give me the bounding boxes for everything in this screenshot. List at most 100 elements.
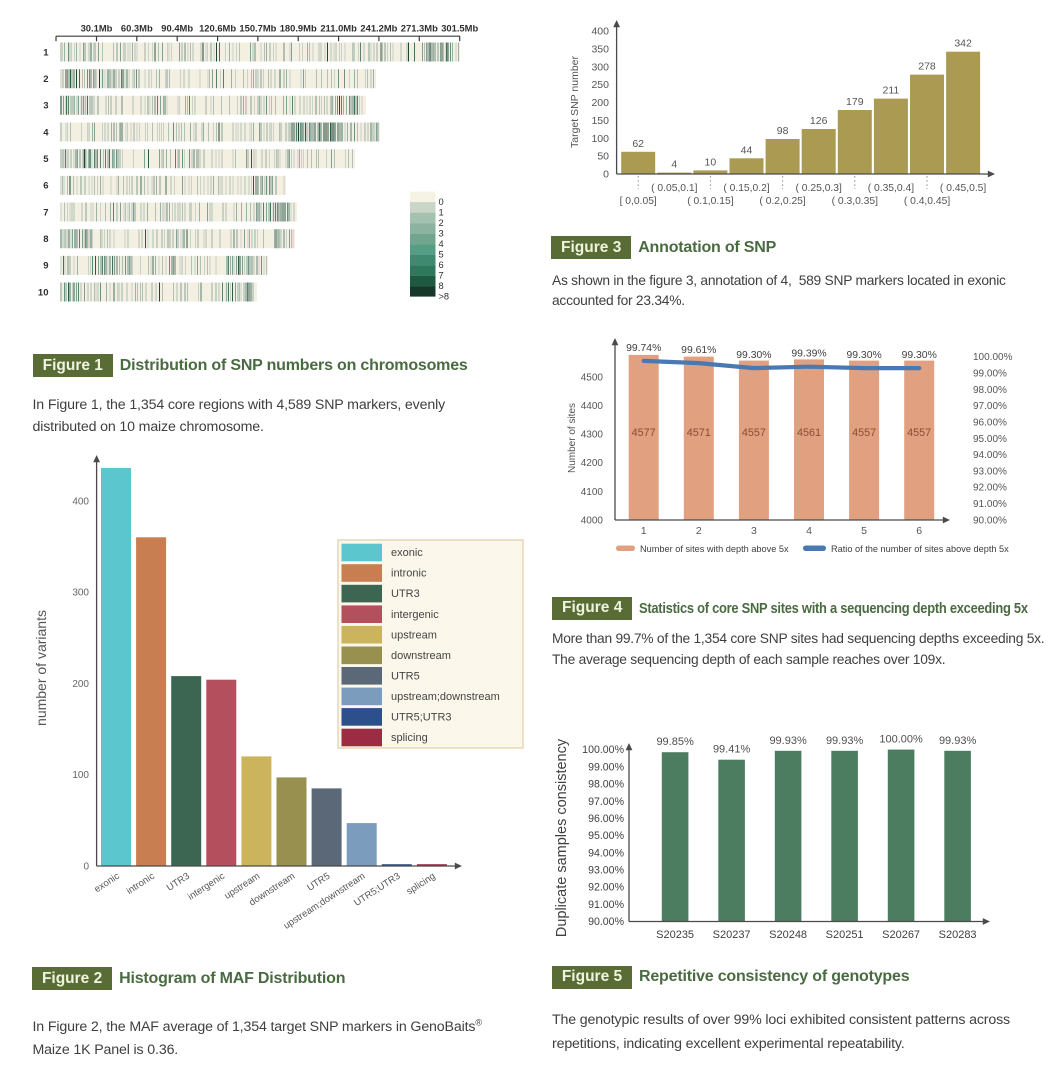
- svg-text:2: 2: [43, 74, 48, 85]
- svg-text:99.93%: 99.93%: [939, 735, 977, 747]
- svg-text:5: 5: [439, 250, 444, 260]
- svg-text:6: 6: [916, 525, 922, 537]
- svg-text:98: 98: [777, 125, 789, 137]
- svg-text:99.93%: 99.93%: [826, 735, 864, 747]
- svg-text:95.00%: 95.00%: [588, 830, 625, 842]
- svg-text:S20235: S20235: [656, 929, 694, 941]
- svg-text:120.6Mb: 120.6Mb: [199, 23, 236, 34]
- svg-text:3: 3: [751, 525, 757, 537]
- svg-text:91.00%: 91.00%: [588, 899, 625, 911]
- svg-text:300: 300: [72, 588, 89, 599]
- svg-text:94.00%: 94.00%: [973, 450, 1007, 461]
- svg-text:Number of sites with depth abo: Number of sites with depth above 5x: [640, 544, 789, 554]
- svg-text:99.00%: 99.00%: [973, 368, 1007, 379]
- svg-text:342: 342: [954, 38, 972, 50]
- svg-text:4557: 4557: [907, 427, 931, 439]
- svg-text:10: 10: [705, 156, 717, 168]
- svg-text:300: 300: [591, 61, 609, 73]
- svg-text:1: 1: [439, 208, 444, 218]
- svg-text:[ 0,0.05]: [ 0,0.05]: [620, 196, 657, 207]
- svg-text:99.30%: 99.30%: [902, 350, 937, 361]
- svg-text:271.3Mb: 271.3Mb: [401, 23, 438, 34]
- svg-text:4500: 4500: [581, 372, 604, 383]
- svg-text:2: 2: [439, 218, 444, 228]
- svg-text:400: 400: [591, 26, 609, 38]
- svg-text:intergenic: intergenic: [186, 871, 227, 903]
- svg-text:downstream: downstream: [391, 650, 451, 662]
- svg-text:Duplicate samples consistency: Duplicate samples consistency: [554, 738, 570, 937]
- svg-text:150.7Mb: 150.7Mb: [239, 23, 276, 34]
- svg-text:44: 44: [741, 144, 753, 156]
- svg-text:8: 8: [43, 234, 48, 245]
- svg-text:180.9Mb: 180.9Mb: [280, 23, 317, 34]
- svg-text:100.00%: 100.00%: [879, 734, 923, 746]
- svg-text:99.85%: 99.85%: [656, 736, 694, 748]
- svg-text:exonic: exonic: [391, 547, 423, 559]
- svg-text:7: 7: [43, 207, 48, 218]
- svg-text:3: 3: [439, 229, 444, 239]
- svg-text:( 0.05,0.1]: ( 0.05,0.1]: [651, 183, 698, 194]
- svg-text:100: 100: [591, 133, 609, 145]
- svg-text:intronic: intronic: [125, 871, 157, 897]
- svg-text:( 0.3,0.35]: ( 0.3,0.35]: [832, 196, 879, 207]
- svg-text:4: 4: [806, 525, 812, 537]
- svg-text:95.00%: 95.00%: [973, 434, 1007, 445]
- svg-text:UTR5: UTR5: [391, 670, 420, 682]
- svg-text:splicing: splicing: [405, 871, 438, 898]
- svg-text:4571: 4571: [687, 427, 711, 439]
- svg-text:UTR3: UTR3: [165, 871, 192, 894]
- svg-text:6: 6: [43, 181, 48, 192]
- svg-text:8: 8: [439, 281, 444, 291]
- svg-text:( 0.35,0.4]: ( 0.35,0.4]: [868, 183, 915, 194]
- svg-text:0: 0: [439, 197, 444, 207]
- svg-text:10: 10: [38, 287, 49, 298]
- svg-text:100.00%: 100.00%: [582, 744, 624, 756]
- svg-text:upstream: upstream: [391, 629, 437, 641]
- svg-text:UTR5;UTR3: UTR5;UTR3: [391, 712, 452, 724]
- svg-text:96.00%: 96.00%: [588, 813, 625, 825]
- svg-text:5: 5: [861, 525, 867, 537]
- svg-text:UTR5: UTR5: [305, 871, 332, 894]
- svg-text:upstream;downstream: upstream;downstream: [391, 691, 500, 703]
- svg-text:Target SNP number: Target SNP number: [569, 55, 581, 148]
- svg-text:211: 211: [883, 85, 900, 97]
- svg-text:92.00%: 92.00%: [973, 483, 1007, 494]
- svg-text:( 0.2,0.25]: ( 0.2,0.25]: [759, 196, 806, 207]
- svg-text:4000: 4000: [581, 515, 604, 526]
- svg-text:1: 1: [641, 525, 647, 537]
- svg-text:301.5Mb: 301.5Mb: [441, 23, 478, 34]
- svg-text:2: 2: [696, 525, 702, 537]
- svg-text:S20237: S20237: [713, 929, 751, 941]
- svg-text:4561: 4561: [797, 427, 821, 439]
- svg-text:6: 6: [439, 260, 444, 270]
- svg-text:98.00%: 98.00%: [588, 779, 625, 791]
- svg-text:99.00%: 99.00%: [588, 761, 625, 773]
- svg-text:( 0.1,0.15]: ( 0.1,0.15]: [687, 196, 734, 207]
- svg-text:90.4Mb: 90.4Mb: [161, 23, 193, 34]
- svg-text:94.00%: 94.00%: [588, 847, 625, 859]
- svg-text:99.61%: 99.61%: [681, 345, 716, 356]
- svg-text:30.1Mb: 30.1Mb: [81, 23, 113, 34]
- svg-text:97.00%: 97.00%: [588, 796, 625, 808]
- svg-text:200: 200: [72, 679, 89, 690]
- svg-text:99.39%: 99.39%: [791, 349, 826, 360]
- svg-text:( 0.15,0.2]: ( 0.15,0.2]: [723, 183, 770, 194]
- svg-text:50: 50: [597, 151, 609, 163]
- svg-text:UTR3: UTR3: [391, 588, 420, 600]
- svg-text:exonic: exonic: [92, 871, 121, 895]
- svg-text:200: 200: [591, 97, 609, 109]
- svg-text:90.00%: 90.00%: [973, 515, 1007, 526]
- svg-text:intergenic: intergenic: [391, 609, 439, 621]
- svg-text:278: 278: [918, 61, 936, 73]
- svg-text:splicing: splicing: [391, 732, 428, 744]
- svg-text:100.00%: 100.00%: [973, 352, 1013, 363]
- svg-text:99.30%: 99.30%: [736, 350, 771, 361]
- svg-text:400: 400: [72, 496, 89, 507]
- svg-text:4: 4: [671, 159, 677, 171]
- svg-text:60.3Mb: 60.3Mb: [121, 23, 153, 34]
- svg-text:( 0.25,0.3]: ( 0.25,0.3]: [796, 183, 843, 194]
- svg-text:97.00%: 97.00%: [973, 401, 1007, 412]
- svg-text:7: 7: [439, 271, 444, 281]
- svg-text:62: 62: [632, 138, 644, 150]
- svg-text:S20267: S20267: [882, 929, 920, 941]
